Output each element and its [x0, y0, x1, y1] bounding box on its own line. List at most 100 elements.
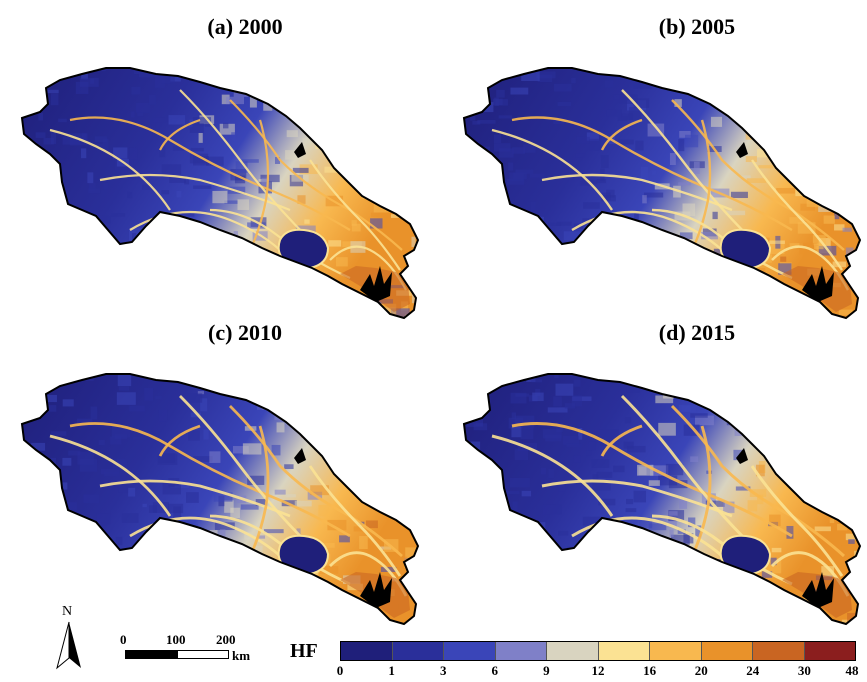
land-patch [76, 418, 93, 426]
land-patch [595, 290, 608, 295]
land-patch [783, 158, 797, 170]
dark-inlet [802, 572, 834, 608]
land-patch [499, 148, 514, 158]
land-patch [573, 379, 581, 387]
land-patch [658, 422, 676, 436]
land-patch [669, 541, 674, 554]
land-patch [62, 457, 72, 466]
land-patch [223, 122, 229, 129]
land-patch [669, 529, 674, 537]
land-patch [568, 167, 575, 180]
land-patch [648, 523, 667, 531]
land-patch [257, 309, 264, 315]
land-patch [770, 557, 777, 566]
land-patch [464, 590, 469, 598]
land-patch [362, 185, 367, 189]
land-patch [476, 535, 492, 545]
land-patch [778, 263, 792, 275]
land-patch [298, 609, 305, 621]
land-patch [634, 213, 639, 221]
land-patch [553, 396, 562, 407]
land-patch [241, 159, 259, 163]
land-patch [16, 388, 22, 393]
land-patch [571, 395, 582, 407]
land-patch [542, 554, 557, 566]
land-patch [163, 313, 172, 318]
land-patch [345, 433, 361, 438]
land-patch [231, 132, 236, 141]
land-patch [628, 589, 634, 599]
land-patch [847, 112, 860, 123]
land-patch [762, 419, 773, 427]
land-patch [556, 318, 573, 320]
land-patch [690, 78, 699, 83]
land-patch [761, 374, 776, 379]
land-patch [186, 233, 206, 245]
land-patch [169, 175, 186, 183]
land-patch [508, 228, 517, 234]
land-patch [50, 132, 57, 144]
land-patch [346, 118, 360, 123]
land-patch [548, 468, 554, 479]
land-patch [604, 227, 614, 237]
land-patch [221, 94, 230, 105]
land-patch [655, 395, 674, 404]
land-patch [724, 374, 730, 379]
land-patch [22, 234, 27, 244]
land-patch [242, 443, 262, 455]
land-patch [606, 109, 622, 117]
land-patch [410, 102, 418, 107]
land-patch [478, 469, 486, 479]
land-patch [129, 405, 145, 412]
land-patch [371, 315, 378, 318]
dark-inlet [360, 572, 392, 608]
scale-tick-200: 200 [216, 632, 236, 647]
land-patch [749, 489, 767, 497]
land-patch [705, 300, 714, 308]
land-patch [321, 441, 340, 447]
land-patch [411, 236, 416, 247]
land-patch [163, 276, 170, 287]
land-patch [166, 520, 173, 527]
land-patch [146, 251, 154, 257]
land-patch [537, 74, 553, 83]
land-patch [22, 567, 39, 581]
land-patch [185, 393, 203, 403]
land-patch [705, 500, 725, 507]
land-patch [62, 399, 74, 407]
land-patch [626, 382, 640, 393]
land-patch [501, 491, 520, 495]
land-patch [464, 504, 470, 512]
land-patch [217, 374, 226, 376]
land-patch [329, 460, 347, 464]
land-patch [755, 395, 765, 405]
land-patch [162, 482, 181, 495]
land-patch [599, 429, 619, 442]
hf-corridor [511, 422, 793, 538]
land-patch [627, 256, 647, 266]
land-patch [188, 430, 200, 441]
land-patch [485, 290, 506, 302]
land-patch [833, 432, 852, 440]
land-patch [314, 366, 332, 374]
land-patch [32, 173, 52, 181]
land-patch [493, 143, 511, 152]
land-patch [255, 499, 267, 506]
land-patch [168, 115, 186, 125]
land-patch [118, 485, 129, 493]
land-patch [456, 462, 460, 470]
land-patch [464, 565, 469, 578]
land-patch [225, 96, 245, 105]
land-patch [359, 536, 368, 549]
land-patch [620, 230, 635, 240]
hf-corridor [308, 465, 402, 577]
land-patch [110, 559, 127, 571]
land-patch [173, 236, 182, 243]
scale-tick-0: 0 [120, 632, 127, 647]
land-patch [209, 579, 222, 589]
land-patch [263, 101, 273, 111]
land-patch [639, 517, 653, 529]
land-patch [232, 82, 246, 88]
land-patch [260, 273, 277, 278]
land-patch [364, 97, 383, 105]
